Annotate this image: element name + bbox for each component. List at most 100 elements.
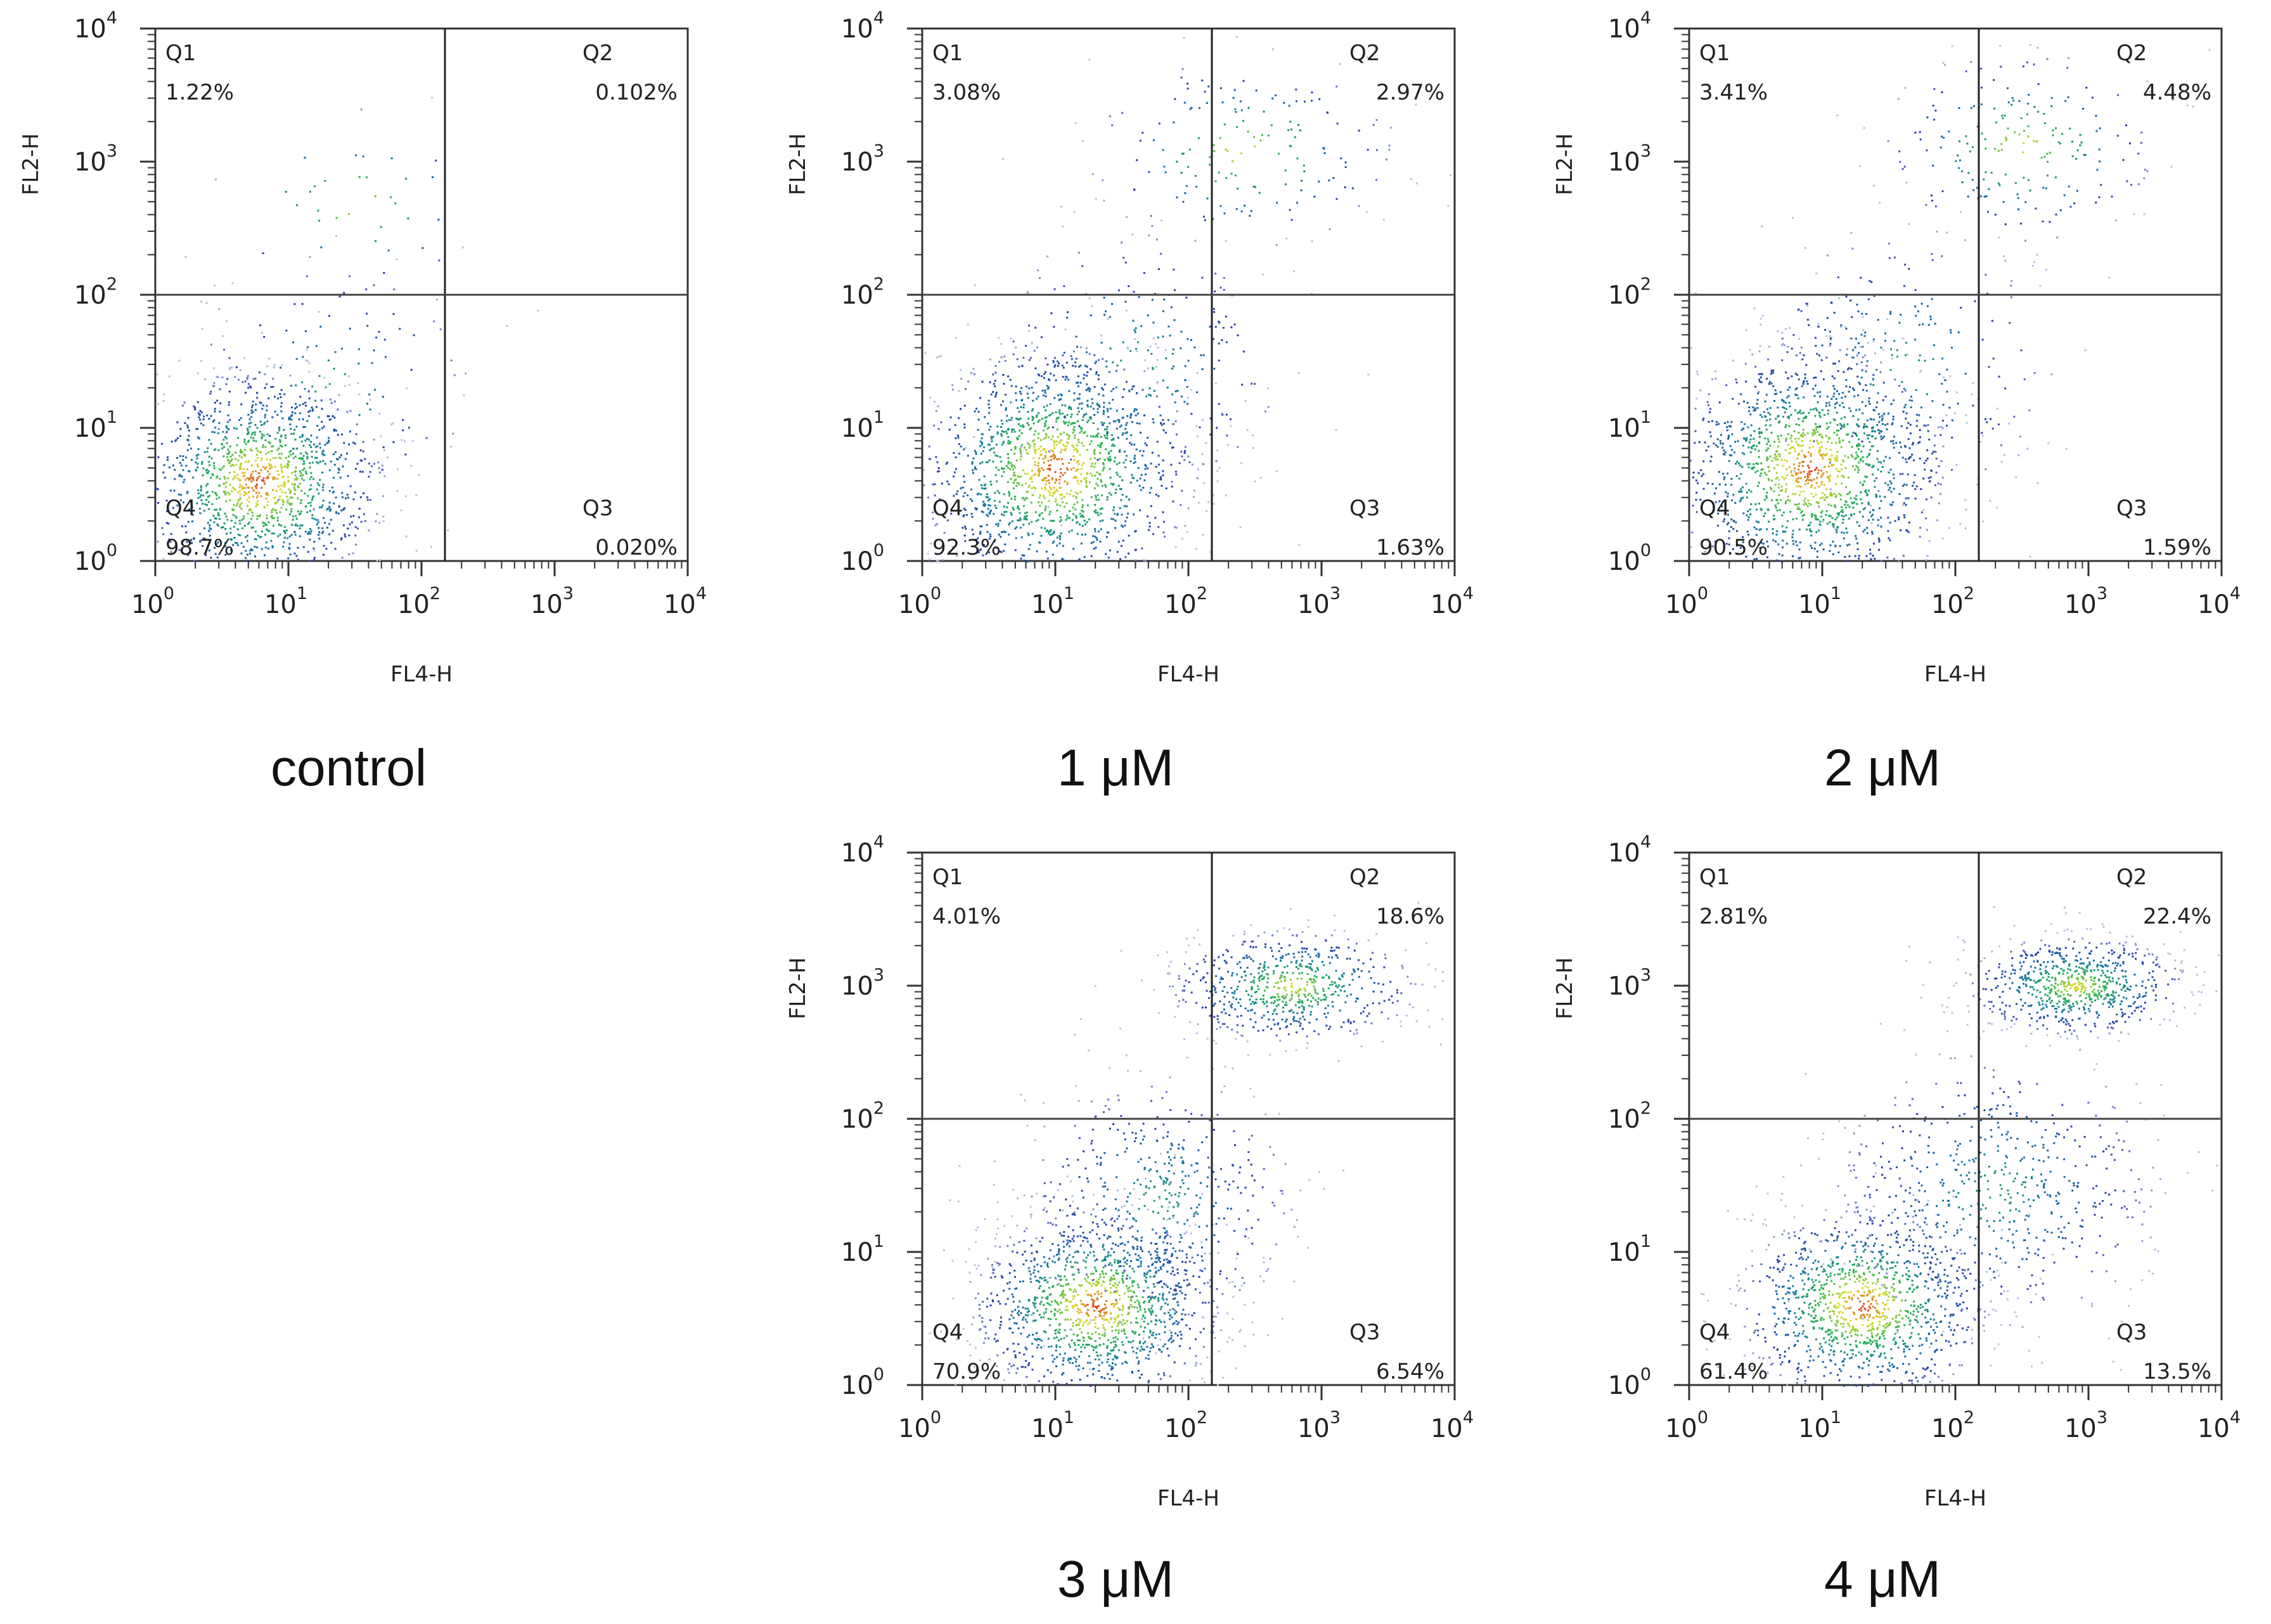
event-point — [1877, 461, 1880, 463]
event-point — [1850, 337, 1853, 340]
event-point — [291, 483, 293, 485]
event-point — [1018, 476, 1020, 478]
event-point — [1046, 529, 1048, 531]
event-point — [1821, 474, 1824, 476]
event-point — [191, 520, 193, 522]
event-point — [1030, 501, 1033, 504]
event-point — [289, 496, 292, 499]
event-point — [1758, 521, 1760, 524]
event-point — [1150, 352, 1153, 355]
event-point — [1832, 396, 1835, 397]
event-point — [1001, 531, 1003, 534]
event-point — [1839, 404, 1841, 406]
event-point — [250, 473, 253, 475]
x-tick-label: 102 — [1164, 584, 1207, 619]
event-point — [302, 434, 304, 436]
event-point — [1862, 456, 1864, 458]
event-point — [1297, 371, 1300, 374]
event-point — [1079, 454, 1081, 456]
event-point — [1184, 525, 1187, 527]
event-point — [1877, 413, 1880, 415]
event-point — [349, 327, 351, 330]
event-point — [1053, 442, 1055, 444]
event-point — [1810, 522, 1811, 524]
event-point — [259, 430, 261, 433]
event-point — [1816, 477, 1818, 479]
event-point — [1794, 503, 1797, 506]
event-point — [1787, 377, 1789, 379]
event-point — [1749, 413, 1752, 416]
event-point — [1715, 444, 1717, 446]
event-point — [1043, 377, 1045, 379]
event-point — [1060, 393, 1062, 396]
event-point — [1846, 493, 1848, 496]
event-point — [280, 465, 283, 468]
event-point — [1107, 557, 1110, 559]
event-point — [1810, 493, 1813, 495]
event-point — [227, 491, 229, 494]
event-point — [1848, 555, 1851, 558]
event-point — [1031, 386, 1033, 389]
event-point — [1041, 512, 1043, 514]
event-point — [1740, 497, 1742, 499]
event-point — [1758, 378, 1761, 381]
event-point — [289, 417, 292, 420]
event-point — [219, 508, 221, 511]
event-point — [1888, 457, 1891, 460]
event-point — [307, 360, 309, 363]
event-point — [1813, 469, 1816, 472]
event-point — [1020, 536, 1023, 539]
event-point — [1008, 493, 1011, 494]
event-point — [1829, 488, 1832, 491]
event-point — [1773, 457, 1775, 460]
event-point — [1755, 528, 1758, 531]
event-point — [1124, 261, 1127, 264]
event-point — [1844, 486, 1847, 489]
event-point — [1784, 491, 1787, 493]
event-point — [1779, 453, 1781, 456]
event-point — [1093, 354, 1096, 356]
event-point — [1795, 441, 1798, 443]
event-point — [219, 410, 221, 413]
event-point — [1103, 422, 1105, 424]
event-point — [1060, 449, 1063, 451]
event-point — [291, 496, 293, 499]
event-point — [1862, 531, 1865, 533]
event-point — [288, 418, 290, 420]
event-point — [1050, 438, 1053, 441]
event-point — [225, 383, 228, 385]
event-point — [1827, 426, 1830, 429]
event-point — [1861, 441, 1863, 442]
event-point — [157, 501, 159, 504]
event-point — [1796, 508, 1799, 510]
event-point — [172, 464, 174, 467]
event-point — [294, 483, 296, 486]
event-point — [450, 446, 453, 448]
event-point — [1152, 533, 1154, 535]
event-point — [1872, 465, 1875, 468]
event-point — [235, 458, 236, 460]
event-point — [1841, 531, 1843, 534]
event-point — [1747, 516, 1750, 519]
event-point — [1760, 414, 1761, 416]
event-point — [1046, 404, 1048, 407]
event-point — [1803, 503, 1805, 506]
event-point — [1058, 542, 1061, 545]
event-point — [1836, 458, 1838, 461]
event-point — [997, 525, 1000, 527]
event-point — [1143, 272, 1145, 274]
event-point — [1825, 454, 1827, 456]
event-point — [1928, 540, 1931, 543]
event-point — [363, 513, 365, 515]
event-point — [1882, 435, 1885, 438]
event-point — [1746, 514, 1748, 517]
event-point — [1025, 519, 1027, 521]
event-point — [1758, 435, 1761, 438]
event-point — [197, 492, 200, 494]
event-point — [1746, 402, 1749, 404]
event-point — [1779, 420, 1780, 423]
event-point — [1919, 441, 1921, 443]
event-point — [1005, 465, 1008, 467]
event-point — [319, 446, 321, 449]
event-point — [1136, 422, 1138, 425]
